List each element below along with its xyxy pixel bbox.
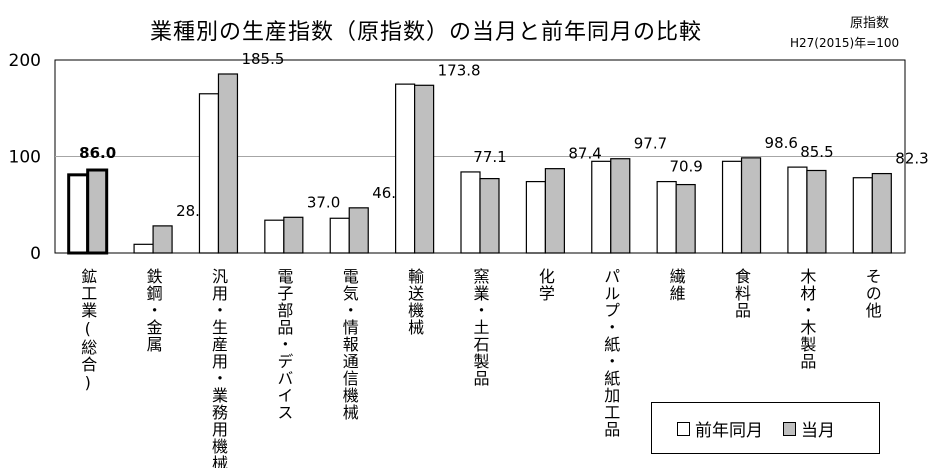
legend-swatch-curr	[783, 421, 796, 436]
bar-current	[152, 225, 173, 254]
bar-current	[675, 183, 696, 254]
data-label: 87.4	[568, 145, 601, 163]
bar-current	[479, 177, 500, 254]
data-label: 70.9	[669, 158, 702, 176]
bar-prev-year	[656, 180, 677, 254]
bar-current	[414, 84, 435, 254]
bar-prev-year	[460, 171, 481, 254]
x-category-label: 化学	[536, 268, 555, 302]
bar-current	[610, 158, 631, 254]
y-tick-label: 0	[30, 244, 41, 264]
x-category-label: 窯業・土石製品	[471, 268, 490, 387]
bar-prev-year	[264, 219, 285, 254]
x-category-label: 電気・情報通信機械	[340, 268, 359, 421]
bar-prev-year	[395, 83, 416, 254]
data-label: 77.1	[473, 148, 506, 166]
bar-current	[348, 207, 369, 254]
bar-current	[217, 73, 239, 254]
x-category-label: パルプ・紙・紙加工品	[601, 268, 620, 438]
x-category-label: 木材・木製品	[797, 268, 816, 370]
data-label: 173.8	[438, 61, 481, 79]
legend-item-curr: 当月	[783, 416, 835, 441]
x-category-label: 輸送機械	[405, 268, 424, 336]
legend-swatch-prev	[677, 421, 690, 436]
legend-label-prev: 前年同月	[695, 421, 763, 441]
bar-prev-year	[721, 160, 743, 254]
x-category-label: その他	[863, 268, 882, 319]
x-category-label: 鉄鋼・金属	[144, 268, 163, 353]
data-label: 86.0	[79, 144, 116, 162]
x-category-label: 繊維	[667, 268, 686, 302]
data-label: 37.0	[307, 193, 340, 211]
bar-prev-year	[329, 217, 350, 254]
legend-label-curr: 当月	[801, 421, 835, 441]
x-category-label: 鉱工業(総合)	[78, 268, 97, 393]
bar-prev-year	[525, 180, 546, 254]
y-tick-label: 100	[9, 148, 41, 168]
data-label: 97.7	[634, 135, 667, 153]
bar-current	[86, 168, 109, 255]
bar-prev-year	[67, 173, 90, 255]
bar-prev-year	[787, 166, 808, 254]
x-category-label: 汎用・生産用・業務用機械	[209, 268, 228, 468]
bar-prev-year	[591, 160, 612, 254]
bar-prev-year	[852, 177, 873, 254]
legend: 前年同月 当月	[651, 402, 880, 454]
bar-current	[544, 168, 565, 254]
y-tick-label: 200	[9, 51, 41, 71]
bar-current	[806, 169, 827, 254]
bar-prev-year	[133, 243, 154, 254]
data-label: 82.3	[895, 150, 928, 168]
x-category-label: 電子部品・デバイス	[274, 268, 293, 421]
base-year-note: H27(2015)年=100	[790, 36, 900, 50]
bar-prev-year	[198, 93, 220, 254]
x-category-label: 食料品	[732, 268, 751, 319]
legend-item-prev: 前年同月	[677, 416, 763, 441]
data-label: 185.5	[241, 50, 284, 68]
bar-current	[283, 216, 304, 254]
bar-current	[871, 172, 892, 254]
data-label: 98.6	[765, 134, 798, 152]
index-note: 原指数	[850, 16, 890, 31]
data-label: 85.5	[800, 143, 833, 161]
bar-current	[740, 157, 762, 254]
chart-title: 業種別の生産指数（原指数）の当月と前年同月の比較	[150, 20, 703, 45]
